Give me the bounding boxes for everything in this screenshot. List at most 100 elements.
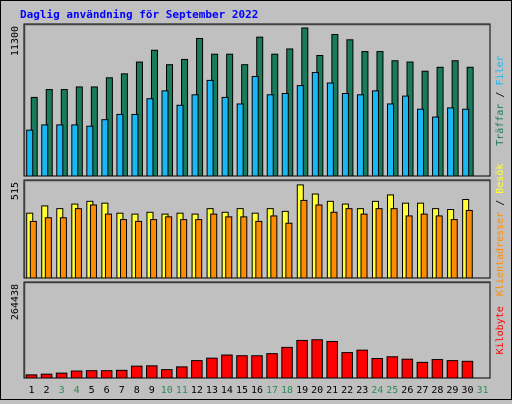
files-bar xyxy=(56,124,64,177)
sites-bar xyxy=(29,220,37,279)
files-bar xyxy=(86,125,94,177)
kbytes-bar xyxy=(416,361,429,379)
x-tick-label: 23 xyxy=(356,385,368,396)
files-bar xyxy=(341,92,349,177)
x-tick-label: 3 xyxy=(59,385,65,396)
files-bar xyxy=(296,85,304,177)
x-tick-label: 8 xyxy=(134,385,140,396)
kbytes-bar xyxy=(85,370,98,379)
files-bar xyxy=(221,96,229,177)
files-bar xyxy=(41,124,49,177)
sites-bar xyxy=(89,204,97,279)
x-tick-label: 12 xyxy=(191,385,203,396)
x-tick-label: 31 xyxy=(476,385,488,396)
sites-bar xyxy=(270,215,278,279)
sites-bar xyxy=(255,220,263,279)
files-bar xyxy=(251,75,259,177)
x-tick-label: 2 xyxy=(44,385,50,396)
files-bar xyxy=(101,119,109,177)
kbytes-bar xyxy=(386,356,399,379)
sites-bar xyxy=(165,216,173,279)
x-tick-label: 6 xyxy=(104,385,110,396)
sites-bar xyxy=(375,208,383,279)
panel-2-legend: Klientadresser / Besök xyxy=(495,164,506,296)
legend-separator: / xyxy=(495,86,506,104)
kbytes-bar xyxy=(70,370,83,379)
x-tick-label: 25 xyxy=(386,385,398,396)
files-bar xyxy=(131,113,139,177)
chart-title: Daglig användning för September 2022 xyxy=(20,8,258,21)
chart-panels: 11300 Träffar / Filer 515 Klientadresser / … xyxy=(10,23,506,379)
x-tick-label: 15 xyxy=(236,385,248,396)
sites-bar xyxy=(330,211,338,279)
sites-bar xyxy=(74,208,82,279)
x-tick-label: 9 xyxy=(149,385,155,396)
kbytes-bar xyxy=(206,357,218,379)
x-tick-label: 11 xyxy=(176,385,188,396)
files-bar xyxy=(417,108,425,177)
files-bar xyxy=(462,108,470,177)
x-tick-label: 24 xyxy=(371,385,383,396)
x-tick-label: 17 xyxy=(266,385,278,396)
legend-entry: Träffar xyxy=(495,104,506,146)
kbytes-bar xyxy=(356,349,368,379)
sites-bar xyxy=(405,215,413,279)
kbytes-bar xyxy=(236,355,248,379)
sites-bar xyxy=(435,215,443,279)
files-bar xyxy=(311,72,319,177)
kbytes-bar xyxy=(446,360,459,379)
x-tick-label: 26 xyxy=(401,385,413,396)
x-tick-label: 22 xyxy=(341,385,353,396)
legend-entry: Besök xyxy=(495,164,506,194)
x-tick-label: 18 xyxy=(281,385,293,396)
sites-bar xyxy=(315,204,323,279)
x-tick-label: 16 xyxy=(251,385,263,396)
sites-bar xyxy=(345,208,353,279)
files-bar xyxy=(281,92,289,177)
sites-bar xyxy=(150,219,158,279)
sites-bar xyxy=(285,222,293,279)
sites-bar xyxy=(104,213,112,279)
kbytes-bar xyxy=(146,365,158,379)
sites-bar xyxy=(120,219,128,279)
x-tick-label: 20 xyxy=(311,385,323,396)
sites-bar xyxy=(59,217,67,279)
kbytes-bar xyxy=(341,352,353,379)
x-tick-label: 30 xyxy=(461,385,473,396)
x-tick-label: 1 xyxy=(29,385,35,396)
files-bar xyxy=(432,116,440,177)
x-tick-label: 21 xyxy=(326,385,338,396)
kbytes-bar xyxy=(191,360,203,379)
files-bar xyxy=(146,98,154,177)
files-bar xyxy=(176,104,184,177)
kbytes-bar xyxy=(461,360,474,379)
files-bar xyxy=(206,79,214,177)
sites-bar xyxy=(210,213,218,279)
kbytes-bar xyxy=(281,346,293,379)
sites-bar xyxy=(240,216,248,279)
legend-entry: Kilobyte xyxy=(495,306,506,354)
kbytes-bar xyxy=(100,370,113,379)
x-axis-labels: 1 2 3 4 5 6 7 8 9 10 11 12 13 14 15 16 17 18 19 20 21 22 23 24 2… xyxy=(29,385,489,396)
panel-1-legend: Träffar / Filer xyxy=(495,55,506,145)
legend-entry: Filer xyxy=(495,55,506,85)
legend-separator: / xyxy=(495,194,506,212)
sites-bar xyxy=(44,217,52,279)
x-tick-label: 10 xyxy=(161,385,173,396)
x-tick-label: 27 xyxy=(416,385,428,396)
x-tick-label: 14 xyxy=(221,385,233,396)
kbytes-bar xyxy=(25,374,38,379)
sites-bar xyxy=(195,219,203,279)
kbytes-bar xyxy=(326,340,338,379)
sites-bar xyxy=(450,219,458,279)
kbytes-bar xyxy=(251,355,263,379)
sites-bar xyxy=(420,213,428,279)
kbytes-bar xyxy=(401,358,414,379)
files-bar xyxy=(356,94,364,177)
x-tick-label: 19 xyxy=(296,385,308,396)
sites-bar xyxy=(300,199,308,279)
files-bar xyxy=(161,90,169,177)
panel-3-ymax-label: 264438 xyxy=(10,284,21,320)
